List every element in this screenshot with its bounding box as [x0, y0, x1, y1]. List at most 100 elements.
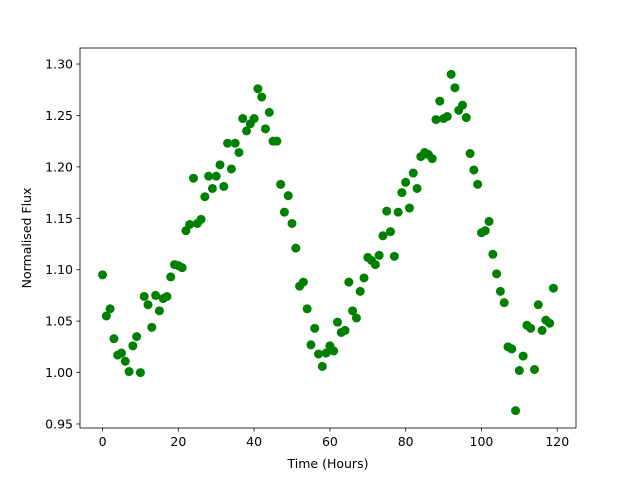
x-tick-label: 100	[470, 434, 494, 449]
point	[128, 341, 138, 351]
point	[526, 323, 536, 333]
point	[537, 325, 547, 335]
point	[196, 214, 206, 224]
point	[412, 183, 422, 193]
point	[264, 107, 274, 117]
point	[473, 179, 483, 189]
point	[105, 304, 115, 314]
point	[147, 322, 157, 332]
y-tick-label: 1.00	[45, 365, 73, 380]
point	[450, 83, 460, 93]
point	[101, 311, 111, 321]
point	[514, 366, 524, 376]
point	[495, 286, 505, 296]
point	[132, 332, 142, 342]
point	[518, 351, 528, 361]
point	[120, 356, 130, 366]
point	[348, 306, 358, 316]
plot-frame	[79, 47, 577, 429]
y-tick-label: 1.30	[45, 57, 73, 72]
point	[370, 260, 380, 270]
point	[124, 367, 134, 377]
point	[249, 114, 259, 124]
point	[310, 323, 320, 333]
point	[484, 216, 494, 226]
point	[351, 313, 361, 323]
point	[344, 277, 354, 287]
point	[276, 179, 286, 189]
point	[302, 304, 312, 314]
point	[219, 181, 229, 191]
point	[211, 171, 221, 181]
point	[279, 207, 289, 217]
x-tick-label: 20	[170, 434, 186, 449]
point	[548, 283, 558, 293]
point	[461, 113, 471, 123]
y-tick-label: 1.15	[45, 211, 73, 226]
point	[332, 317, 342, 327]
point	[435, 96, 445, 106]
y-tick-label: 1.10	[45, 262, 73, 277]
point	[200, 192, 210, 202]
point	[355, 286, 365, 296]
point	[427, 154, 437, 164]
point	[359, 273, 369, 283]
x-tick-label: 0	[99, 434, 107, 449]
point	[188, 173, 198, 183]
point	[98, 270, 108, 280]
point	[469, 165, 479, 175]
x-tick-label: 60	[322, 434, 338, 449]
point	[272, 136, 282, 146]
y-tick-label: 1.20	[45, 159, 73, 174]
y-axis-label: Normalised Flux	[19, 188, 34, 289]
point	[154, 306, 164, 316]
point	[404, 203, 414, 213]
point	[177, 263, 187, 273]
point	[260, 124, 270, 134]
point	[215, 160, 225, 170]
point	[151, 290, 161, 300]
point	[234, 147, 244, 157]
point	[480, 226, 490, 236]
point	[533, 300, 543, 310]
point	[499, 298, 509, 308]
point	[223, 138, 233, 148]
point	[283, 191, 293, 201]
point	[116, 348, 126, 358]
point	[314, 349, 324, 359]
point	[238, 114, 248, 124]
x-tick-label: 40	[246, 434, 262, 449]
point	[109, 334, 119, 344]
y-tick-label: 1.05	[45, 314, 73, 329]
point	[446, 69, 456, 79]
point	[317, 361, 327, 371]
point	[389, 251, 399, 261]
point	[257, 92, 267, 102]
point	[374, 250, 384, 260]
point	[397, 188, 407, 198]
point	[287, 218, 297, 228]
point	[321, 348, 331, 358]
point	[143, 300, 153, 310]
point	[253, 84, 263, 94]
point	[242, 126, 252, 136]
point	[306, 340, 316, 350]
point	[329, 346, 339, 356]
point	[545, 318, 555, 328]
point	[378, 231, 388, 241]
point	[382, 206, 392, 216]
point	[340, 325, 350, 335]
point	[530, 364, 540, 374]
x-tick-label: 80	[398, 434, 414, 449]
point	[431, 115, 441, 125]
point	[458, 100, 468, 110]
point	[386, 227, 396, 237]
point	[298, 277, 308, 287]
point	[507, 344, 517, 354]
point	[204, 171, 214, 181]
point	[465, 149, 475, 159]
x-axis-label: Time (Hours)	[287, 456, 369, 471]
point	[393, 207, 403, 217]
point	[511, 406, 521, 416]
